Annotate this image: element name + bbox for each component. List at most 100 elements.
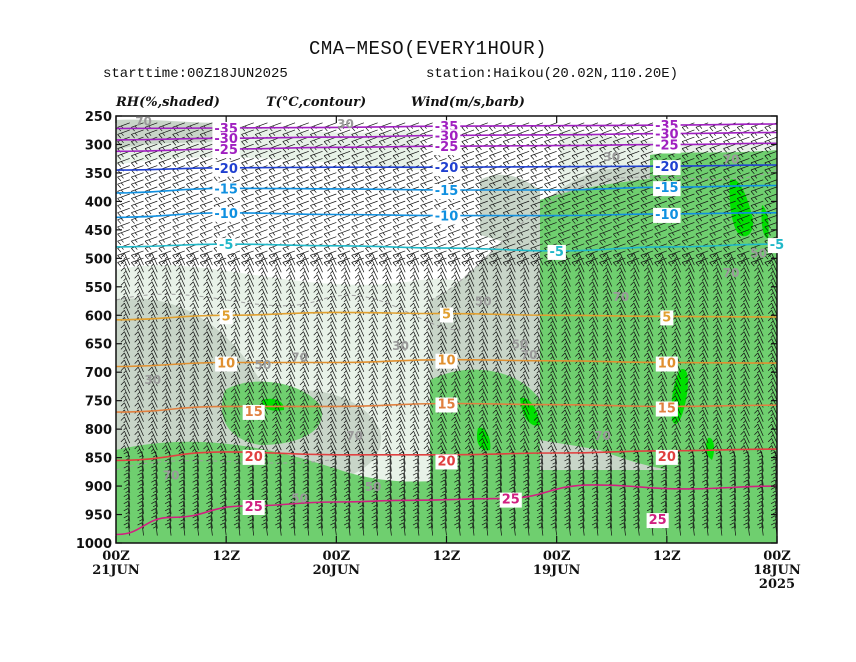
- wind-barb: [137, 501, 144, 515]
- wind-barb: [186, 215, 199, 224]
- wind-barb: [296, 193, 309, 203]
- wind-barb: [203, 260, 213, 273]
- wind-barb: [272, 395, 282, 408]
- wind-barb: [327, 260, 337, 273]
- wind-barb: [162, 423, 172, 437]
- wind-barb: [323, 236, 337, 246]
- wind-barb: [189, 366, 199, 380]
- rh-contour-label: 70: [135, 115, 152, 129]
- wind-barb: [258, 388, 268, 401]
- wind-barb: [134, 295, 144, 309]
- wind-barb: [175, 295, 186, 309]
- wind-barb: [302, 493, 310, 508]
- wind-barb: [343, 522, 351, 536]
- wind-barb: [230, 438, 241, 451]
- wind-barb: [275, 479, 282, 493]
- wind-barb: [144, 229, 158, 239]
- wind-barb: [341, 430, 351, 444]
- wind-barb: [244, 366, 255, 380]
- wind-barb: [189, 324, 199, 337]
- wind-barb: [244, 423, 255, 437]
- wind-barb: [313, 345, 323, 358]
- rh-contour-line: [116, 459, 331, 471]
- wind-barb: [288, 508, 296, 522]
- wind-barb: [272, 302, 282, 316]
- wind-barb: [192, 465, 199, 479]
- wind-barb: [172, 129, 185, 139]
- wind-barb: [258, 324, 268, 337]
- wind-barb: [203, 253, 213, 266]
- temperature-contour-label: 5: [662, 310, 671, 325]
- wind-barb: [148, 430, 158, 444]
- wind-barb: [178, 508, 186, 522]
- wind-barb: [285, 388, 296, 401]
- wind-barb: [241, 179, 254, 189]
- wind-barb: [134, 260, 144, 273]
- wind-barb: [285, 260, 296, 273]
- wind-barb: [148, 423, 158, 437]
- wind-barb: [285, 288, 296, 301]
- wind-barb: [272, 345, 282, 358]
- wind-barb: [203, 295, 213, 309]
- wind-barb: [144, 222, 158, 231]
- wind-barb: [272, 366, 282, 380]
- wind-barb: [299, 416, 310, 429]
- wind-barb: [247, 479, 255, 493]
- wind-barb: [148, 438, 158, 451]
- wind-barb: [186, 229, 199, 239]
- wind-barb: [158, 158, 172, 167]
- wind-barb: [327, 438, 337, 451]
- wind-barb: [186, 172, 199, 182]
- wind-barb: [241, 215, 254, 224]
- wind-barb: [343, 486, 351, 501]
- wind-barb: [285, 366, 296, 380]
- wind-barb: [203, 430, 213, 444]
- wind-barb: [316, 465, 323, 479]
- wind-barb: [175, 267, 186, 280]
- wind-barb: [244, 331, 255, 344]
- wind-barb: [327, 423, 337, 437]
- wind-barb: [299, 288, 310, 301]
- wind-barb: [296, 179, 309, 189]
- wind-barb: [220, 508, 227, 522]
- wind-barb: [233, 508, 241, 522]
- wind-barb: [175, 324, 186, 337]
- wind-barb: [288, 522, 296, 536]
- wind-barb: [134, 253, 144, 266]
- wind-barb: [337, 229, 351, 239]
- wind-barb: [351, 158, 364, 167]
- y-tick-label: 900: [85, 480, 112, 495]
- wind-barb: [206, 479, 213, 493]
- wind-barb: [116, 475, 117, 479]
- wind-barb: [116, 129, 117, 131]
- temperature-contour-label: -5: [549, 245, 563, 260]
- wind-barb: [302, 508, 310, 522]
- wind-barb: [189, 430, 199, 444]
- wind-barb: [258, 331, 268, 344]
- x-tick-label: 21JUN: [92, 563, 140, 578]
- wind-barb: [137, 472, 144, 486]
- wind-barb: [162, 267, 172, 280]
- y-tick-label: 750: [85, 395, 112, 410]
- wind-barb: [148, 395, 158, 408]
- wind-barb: [341, 331, 351, 344]
- wind-barb: [233, 515, 241, 529]
- wind-barb: [258, 281, 268, 294]
- wind-barb: [323, 172, 337, 182]
- y-tick-label: 700: [85, 366, 112, 381]
- wind-barb: [313, 366, 323, 380]
- wind-barb: [255, 158, 268, 167]
- wind-barb: [288, 515, 296, 529]
- wind-barb: [341, 317, 351, 330]
- wind-barb: [189, 438, 199, 451]
- wind-barb: [192, 479, 199, 493]
- wind-barb: [241, 193, 254, 203]
- wind-barb: [233, 486, 241, 501]
- wind-barb: [192, 515, 199, 529]
- wind-barb: [120, 288, 131, 301]
- wind-barb: [151, 479, 158, 493]
- temperature-contour-label: 5: [222, 309, 231, 324]
- wind-barb: [199, 193, 213, 203]
- wind-barb: [313, 423, 323, 437]
- wind-barb: [299, 281, 310, 294]
